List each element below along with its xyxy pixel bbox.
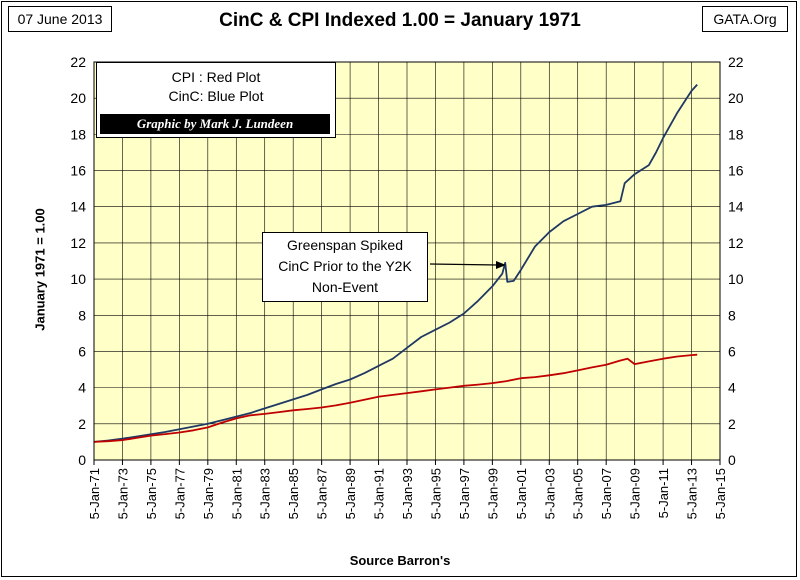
y-tick-right: 20 — [728, 90, 744, 106]
plot-border — [93, 61, 721, 461]
legend-box: CPI : Red Plot CinC: Blue Plot Graphic b… — [96, 62, 336, 138]
y-tick-right: 16 — [728, 163, 744, 179]
annotation-arrow — [429, 261, 506, 269]
x-tick-label: 5-Jan-99 — [485, 468, 500, 519]
x-tick-label: 5-Jan-93 — [400, 468, 415, 519]
y-tick-right: 8 — [728, 307, 736, 323]
y-tick-left: 10 — [70, 271, 86, 287]
series-line-cinc — [93, 83, 698, 443]
x-tick-label: 5-Jan-01 — [514, 468, 529, 519]
series-line-cpi — [93, 353, 698, 443]
x-tick-label: 5-Jan-73 — [115, 468, 130, 519]
date-label: 07 June 2013 — [8, 6, 112, 32]
annotation-box: Greenspan Spiked CinC Prior to the Y2K N… — [262, 232, 428, 302]
y-tick-left: 20 — [70, 90, 86, 106]
y-tick-right: 10 — [728, 271, 744, 287]
y-tick-left: 12 — [70, 235, 86, 251]
y-tick-right: 22 — [728, 54, 744, 70]
annotation-line-3: Non-Event — [311, 279, 379, 295]
legend-cinc: CinC: Blue Plot — [168, 88, 264, 104]
x-tick-label: 5-Jan-97 — [457, 468, 472, 519]
y-axis-left: 0 2 4 6 8 10 12 14 16 18 20 22 — [70, 54, 86, 468]
annotation-line-1: Greenspan Spiked — [287, 237, 403, 253]
credit-label: Graphic by Mark J. Lundeen — [100, 114, 330, 134]
chart-title: CinC & CPI Indexed 1.00 = January 1971 — [219, 10, 581, 31]
y-axis-right: 0 2 4 6 8 10 12 14 16 18 20 22 — [728, 54, 744, 468]
x-tick-label: 5-Jan-95 — [428, 468, 443, 519]
x-axis: 5-Jan-71 5-Jan-73 5-Jan-75 5-Jan-77 5-Jan-79… — [87, 460, 728, 519]
y-tick-left: 14 — [70, 199, 86, 215]
legend-cpi: CPI : Red Plot — [171, 69, 261, 85]
x-axis-label: Source Barron's — [349, 553, 451, 568]
x-tick-label: 5-Jan-15 — [713, 468, 728, 519]
x-tick-label: 5-Jan-85 — [286, 468, 301, 519]
x-tick-label: 5-Jan-91 — [372, 468, 387, 519]
x-tick-label: 5-Jan-87 — [315, 468, 330, 519]
y-tick-left: 0 — [78, 452, 86, 468]
y-axis-label: January 1971 = 1.00 — [32, 208, 48, 331]
y-tick-right: 12 — [728, 235, 744, 251]
y-tick-right: 18 — [728, 126, 744, 142]
x-tick-label: 5-Jan-79 — [201, 468, 216, 519]
x-tick-label: 5-Jan-89 — [343, 468, 358, 519]
y-tick-left: 8 — [78, 307, 86, 323]
y-tick-left: 22 — [70, 54, 86, 70]
y-tick-left: 6 — [78, 343, 86, 359]
site-label: GATA.Org — [702, 6, 788, 32]
x-tick-label: 5-Jan-75 — [144, 468, 159, 519]
y-tick-left: 4 — [78, 380, 86, 396]
y-tick-right: 4 — [728, 380, 736, 396]
x-tick-label: 5-Jan-13 — [685, 468, 700, 519]
series-group — [93, 83, 698, 443]
y-tick-left: 16 — [70, 163, 86, 179]
y-tick-left: 18 — [70, 126, 86, 142]
x-tick-label: 5-Jan-09 — [628, 468, 643, 519]
annotation-line-2: CinC Prior to the Y2K — [278, 258, 412, 274]
y-tick-right: 0 — [728, 452, 736, 468]
x-tick-label: 5-Jan-05 — [571, 468, 586, 519]
y-tick-right: 6 — [728, 343, 736, 359]
x-tick-label: 5-Jan-11 — [656, 468, 671, 518]
arrow-shaft — [429, 263, 499, 266]
x-tick-label: 5-Jan-71 — [87, 468, 102, 519]
x-tick-label: 5-Jan-03 — [542, 468, 557, 519]
x-tick-label: 5-Jan-83 — [258, 468, 273, 519]
x-tick-label: 5-Jan-77 — [172, 468, 187, 519]
y-tick-right: 14 — [728, 199, 744, 215]
x-tick-label: 5-Jan-07 — [599, 468, 614, 519]
arrow-head — [496, 261, 506, 269]
y-tick-right: 2 — [728, 416, 736, 432]
y-tick-left: 2 — [78, 416, 86, 432]
x-tick-label: 5-Jan-81 — [229, 468, 244, 519]
